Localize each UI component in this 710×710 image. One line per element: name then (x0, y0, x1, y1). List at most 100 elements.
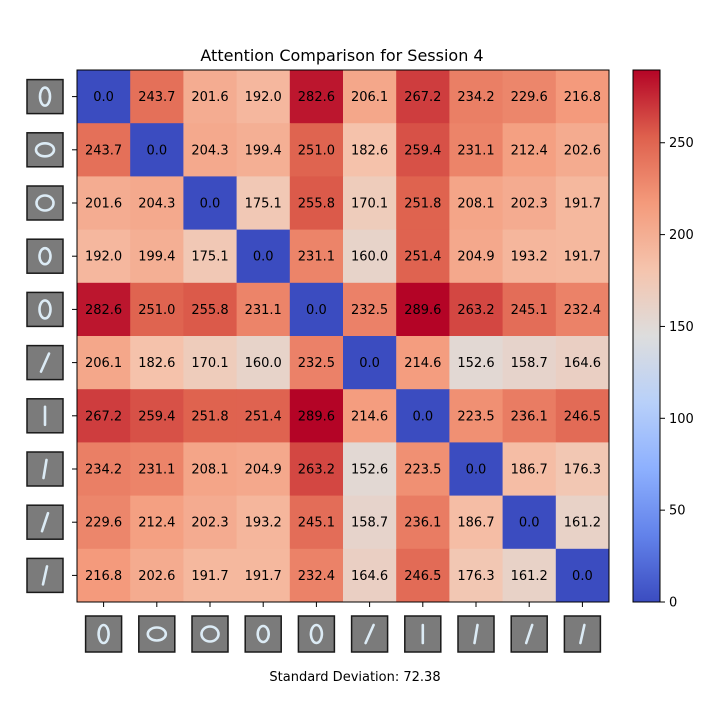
cell-value-labels: 0.0 243.7 201.6 192.0 282.6 206.1 267.2 234.2 22… (85, 90, 601, 584)
heatmap-cell (396, 70, 450, 124)
heatmap-cell (236, 495, 291, 550)
heatmap-cell (555, 495, 610, 550)
cell-value-label: 206.1 (351, 90, 388, 105)
heatmap-cell (183, 282, 238, 337)
heatmap-cell (449, 548, 504, 603)
digit-one-thumbnail (26, 451, 64, 487)
cell-value-label: 214.6 (404, 356, 441, 371)
cell-value-label: 263.2 (298, 463, 335, 478)
heatmap-cell (555, 70, 610, 124)
colorbar-tick-label: 50 (669, 504, 686, 519)
cell-value-label: 0.0 (519, 516, 540, 531)
cell-value-label: 234.2 (457, 90, 494, 105)
heatmap-cell (130, 548, 184, 603)
heatmap-cell (502, 70, 557, 124)
heatmap-cell (236, 442, 291, 497)
heatmap-cell (502, 123, 557, 177)
heatmap-cell (236, 389, 291, 443)
cell-value-label: 259.4 (138, 409, 175, 424)
row-thumbnails (26, 78, 77, 594)
heatmap-cell (77, 123, 131, 177)
heatmap-cell (502, 389, 557, 443)
cell-value-label: 231.1 (138, 463, 175, 478)
cell-value-label: 152.6 (457, 356, 494, 371)
heatmap-cell (555, 442, 610, 497)
cell-value-label: 182.6 (138, 356, 175, 371)
cell-value-label: 199.4 (245, 143, 282, 158)
heatmap-cell (130, 442, 184, 497)
heatmap-cell (396, 282, 450, 337)
cell-value-label: 161.2 (511, 569, 548, 584)
cell-value-label: 208.1 (457, 197, 494, 212)
heatmap-cell (343, 548, 397, 603)
cell-value-label: 161.2 (564, 516, 601, 531)
heatmap-cell (396, 123, 450, 177)
heatmap-cell (236, 229, 291, 284)
cell-value-label: 202.3 (511, 197, 548, 212)
heatmap-cell (130, 336, 184, 390)
cell-value-label: 191.7 (564, 197, 601, 212)
colorbar-tick-label: 150 (669, 320, 694, 335)
cell-value-label: 170.1 (191, 356, 228, 371)
colorbar-tick-label: 100 (669, 412, 694, 427)
cell-value-label: 232.5 (298, 356, 335, 371)
cell-value-label: 259.4 (404, 143, 441, 158)
digit-one-thumbnail (26, 557, 64, 594)
digit-one-thumbnail (350, 615, 389, 653)
cell-value-label: 160.0 (351, 250, 388, 265)
cell-value-label: 231.1 (298, 250, 335, 265)
heatmap-cell (449, 389, 504, 443)
heatmap-cell (289, 123, 344, 177)
cell-value-label: 152.6 (351, 463, 388, 478)
colorbar-tick-label: 200 (669, 228, 694, 243)
colorbar-tick-label: 250 (669, 136, 694, 151)
heatmap-cell (502, 442, 557, 497)
cell-value-label: 164.6 (351, 569, 388, 584)
heatmap-cell (289, 389, 344, 443)
heatmap-cell (183, 495, 238, 550)
cell-value-label: 246.5 (564, 409, 601, 424)
cell-value-label: 236.1 (511, 409, 548, 424)
cell-value-label: 246.5 (404, 569, 441, 584)
cell-value-label: 191.7 (191, 569, 228, 584)
cell-value-label: 201.6 (85, 197, 122, 212)
heatmap-cell (555, 282, 610, 337)
heatmap-cell (183, 70, 238, 124)
heatmap-cell (236, 282, 291, 337)
cell-value-label: 267.2 (85, 409, 122, 424)
heatmap-cell (236, 123, 291, 177)
heatmap-cell (343, 176, 397, 231)
digit-zero-thumbnail (191, 615, 229, 653)
cell-value-label: 212.4 (511, 143, 548, 158)
cell-value-label: 202.3 (191, 516, 228, 531)
heatmap-cell (555, 123, 610, 177)
heatmap-cell (555, 548, 610, 603)
heatmap-cell (183, 548, 238, 603)
cell-value-label: 263.2 (457, 303, 494, 318)
heatmap-cell (449, 495, 504, 550)
digit-one-thumbnail (26, 344, 64, 381)
heatmap-cell (289, 176, 344, 231)
heatmap-cell (130, 70, 184, 124)
digit-zero-thumbnail (26, 185, 64, 221)
heatmap-cell (555, 389, 610, 443)
cell-value-label: 231.1 (245, 303, 282, 318)
cell-value-label: 229.6 (85, 516, 122, 531)
cell-value-label: 251.8 (191, 409, 228, 424)
heatmap-cell (130, 495, 184, 550)
cell-value-label: 186.7 (511, 463, 548, 478)
cell-value-label: 204.9 (245, 463, 282, 478)
cell-value-label: 282.6 (85, 303, 122, 318)
heatmap-cell (449, 282, 504, 337)
cell-value-label: 282.6 (298, 90, 335, 105)
cell-value-label: 182.6 (351, 143, 388, 158)
heatmap-cell (502, 548, 557, 603)
heatmap-cell (130, 176, 184, 231)
cell-value-label: 158.7 (351, 516, 388, 531)
digit-one-thumbnail (510, 615, 548, 653)
heatmap-cell (502, 176, 557, 231)
cell-value-label: 232.5 (351, 303, 388, 318)
digit-zero-thumbnail (84, 615, 123, 653)
cell-value-label: 251.0 (298, 143, 335, 158)
